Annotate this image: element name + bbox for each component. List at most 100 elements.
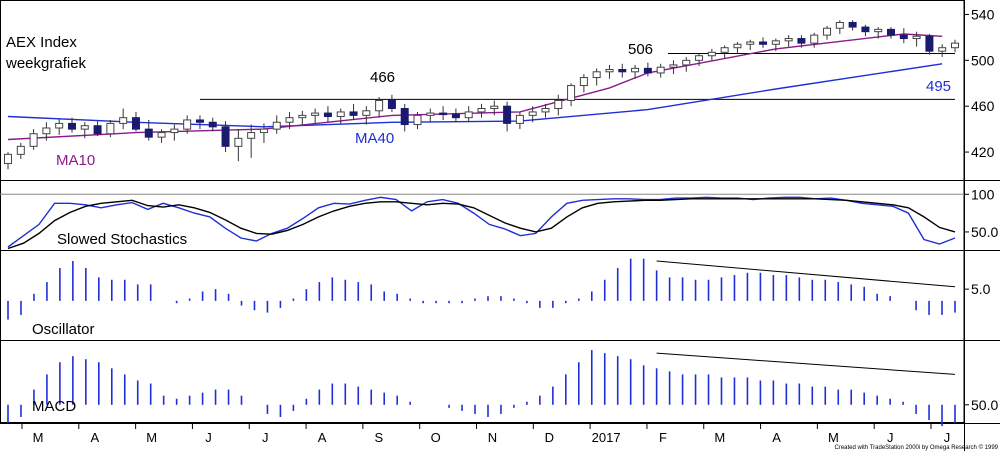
candle <box>695 53 704 67</box>
candle-body <box>874 28 883 33</box>
candle <box>618 63 627 78</box>
candle <box>400 103 409 132</box>
candle <box>272 115 281 134</box>
candle-body <box>387 99 396 109</box>
candle-body <box>490 105 499 109</box>
candle-body <box>823 27 832 36</box>
candle-body <box>259 128 268 134</box>
candle-body <box>899 34 908 40</box>
candle <box>119 108 128 130</box>
candle-body <box>887 28 896 36</box>
candle <box>413 111 422 130</box>
candle-body <box>746 41 755 45</box>
candle <box>170 124 179 141</box>
candle <box>503 101 512 132</box>
candle <box>669 60 678 75</box>
candle <box>451 108 460 123</box>
candle-body <box>426 112 435 116</box>
candle-body <box>106 122 115 135</box>
candle-body <box>861 26 870 33</box>
candle-body <box>554 99 563 109</box>
candle <box>298 110 307 125</box>
x-tick-label: A <box>318 430 327 445</box>
x-tick-label: M <box>146 430 157 445</box>
candle-body <box>797 38 806 44</box>
candle-body <box>951 42 959 49</box>
candle-body <box>42 127 51 135</box>
candle <box>707 48 716 61</box>
candle-body <box>157 132 166 138</box>
candle-body <box>336 111 345 118</box>
y-tick-label: 500 <box>971 52 995 68</box>
candle-body <box>733 43 742 49</box>
candle-body <box>810 34 819 44</box>
candle-body <box>16 145 25 155</box>
chart-subtitle: weekgrafiek <box>5 55 87 72</box>
candle <box>29 129 38 150</box>
candle-body <box>80 125 89 130</box>
stoch-fast-line <box>7 196 956 248</box>
candle-body <box>144 128 153 138</box>
candle <box>887 27 896 39</box>
candle <box>643 62 652 77</box>
candle-body <box>567 85 576 101</box>
oscillator-title: Oscillator <box>32 321 95 338</box>
candle-body <box>285 117 294 123</box>
candle <box>899 28 908 44</box>
candle <box>874 27 883 39</box>
candle <box>16 142 25 159</box>
candle <box>349 103 358 120</box>
candle-body <box>643 67 652 74</box>
candle-body <box>323 112 332 118</box>
candle-body <box>477 107 486 113</box>
stoch-slow-line <box>7 198 956 250</box>
candle <box>567 83 576 107</box>
candle-body <box>183 119 192 130</box>
macd-title: MACD <box>32 398 76 415</box>
candle <box>823 25 832 40</box>
candle <box>234 129 243 162</box>
candle <box>93 121 102 137</box>
candle-body <box>592 71 601 79</box>
trend-line <box>656 260 956 288</box>
x-tick-label: J <box>887 430 894 445</box>
candle-body <box>311 112 320 116</box>
candle-body <box>503 105 512 124</box>
candle-body <box>93 125 102 135</box>
x-tick-label: 2017 <box>592 430 621 445</box>
candle <box>720 45 729 59</box>
candle <box>157 129 166 143</box>
candle-body <box>925 35 934 52</box>
footer-credit: Created with TradeStation 2000i by Omega… <box>834 444 998 451</box>
candle <box>183 115 192 134</box>
x-tick-label: M <box>828 430 839 445</box>
stochastics-panel: 100 50.0 <box>0 186 998 250</box>
candle <box>592 68 601 86</box>
candle <box>387 94 396 112</box>
candle <box>106 119 115 138</box>
candle <box>951 39 959 53</box>
ma10-line <box>7 33 943 141</box>
candle-body <box>55 122 64 129</box>
candle <box>144 119 153 141</box>
candle <box>80 122 89 139</box>
candle <box>797 35 806 48</box>
candle <box>682 56 691 72</box>
legend-ma40: MA40 <box>355 130 394 147</box>
candle-body <box>451 113 460 119</box>
candle-body <box>541 107 550 113</box>
candle-body <box>247 132 256 139</box>
candle-body <box>413 114 422 126</box>
candle-body <box>720 47 729 53</box>
chart-title: AEX Index <box>6 34 77 51</box>
candle-body <box>349 111 358 116</box>
candle-body <box>618 69 627 73</box>
x-tick-label: M <box>33 430 44 445</box>
stoch-title: Slowed Stochastics <box>57 231 187 248</box>
candle-body <box>707 51 716 57</box>
candle <box>912 31 921 47</box>
candle <box>42 122 51 141</box>
y-tick-label: 50.0 <box>971 224 998 240</box>
